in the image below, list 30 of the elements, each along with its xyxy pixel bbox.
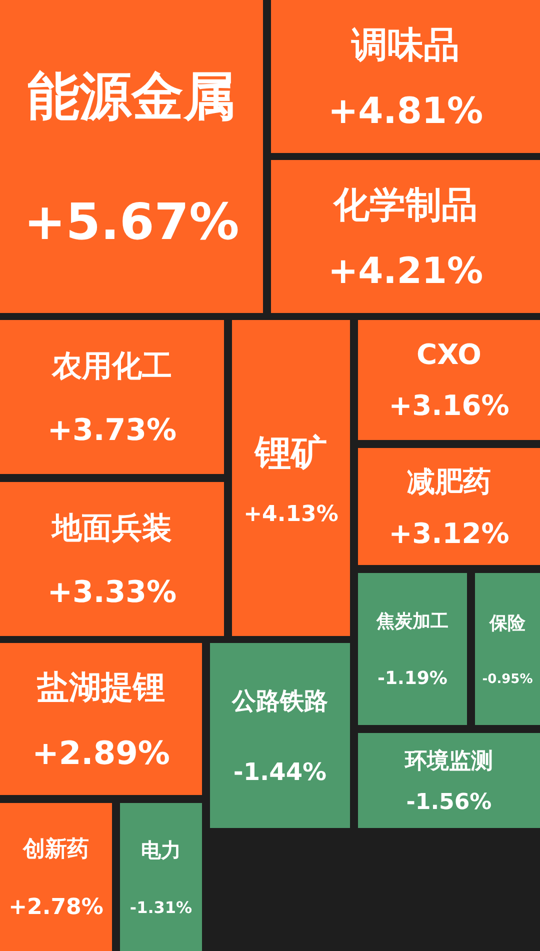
category-label: 电力 (141, 837, 181, 864)
data-label: -1.56% (406, 790, 492, 815)
category-label: 盐湖提锂 (37, 667, 165, 708)
category-label: 能源金属 (28, 66, 236, 129)
data-label: +5.67% (24, 193, 240, 252)
category-label: CXO (416, 338, 482, 371)
data-label: +4.13% (244, 502, 338, 527)
data-label: -1.44% (233, 758, 327, 786)
category-label: 地面兵装 (52, 510, 172, 548)
category-label: 农用化工 (52, 348, 172, 386)
data-label: +4.81% (328, 91, 484, 132)
data-label: +3.16% (388, 389, 510, 422)
data-label: -1.19% (378, 668, 448, 690)
data-label: +2.78% (8, 895, 104, 920)
data-label: +3.33% (47, 575, 177, 610)
category-label: 公路铁路 (232, 686, 328, 717)
category-label: 焦炭加工 (376, 610, 448, 633)
category-label: 减肥药 (407, 464, 491, 500)
data-label: -0.95% (482, 672, 533, 688)
category-label: 化学制品 (334, 184, 478, 228)
data-label: +4.21% (328, 251, 484, 292)
category-label: 锂矿 (255, 432, 327, 476)
category-label: 创新药 (23, 836, 89, 864)
category-label: 环境监测 (405, 748, 493, 776)
data-label: +2.89% (32, 734, 170, 772)
category-label: 调味品 (352, 24, 460, 68)
data-label: +3.73% (47, 413, 177, 448)
category-label: 保险 (490, 612, 526, 635)
data-label: -1.31% (130, 898, 192, 917)
data-label: +3.12% (388, 516, 510, 550)
